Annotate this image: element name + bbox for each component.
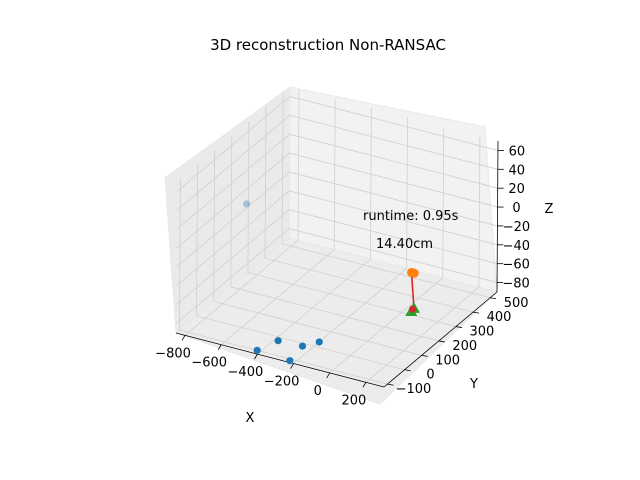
grid-line-y: [282, 243, 491, 299]
grid-line-z: [289, 133, 498, 189]
y-tick: [404, 369, 411, 372]
x-tick: [217, 344, 222, 350]
grid-line-y: [264, 257, 474, 313]
grid-line-x: [297, 89, 300, 241]
runtime-annotation: runtime: 0.95s: [363, 209, 459, 224]
grid-line-y: [230, 135, 233, 287]
grid-line-x: [333, 98, 336, 250]
grid-line-z: [289, 114, 498, 170]
z-tick-label: −20: [503, 220, 530, 235]
y-tick-label: −100: [396, 382, 432, 397]
grid-line-z: [289, 96, 499, 151]
x-tick: [290, 363, 294, 369]
y-tick-label: 100: [435, 353, 460, 368]
grid-line-y: [179, 329, 388, 385]
scatter-point: [286, 357, 294, 365]
grid-line-y: [264, 107, 267, 259]
y-tick-label: 500: [504, 296, 529, 311]
x-tick-label: 0: [314, 384, 322, 399]
axes: −800−600−400−2000200−1000100200300400500…: [155, 140, 530, 408]
x-tick-label: −400: [228, 365, 264, 380]
y-tick: [421, 354, 428, 357]
grid-line-x: [442, 126, 445, 278]
y-tick: [455, 326, 462, 328]
x-tick: [362, 382, 367, 388]
grid-line-y: [247, 121, 250, 273]
grid-line-z: [289, 171, 498, 227]
grid-line-x: [293, 268, 407, 364]
grid-line-x: [184, 240, 299, 336]
grid-line-y: [196, 315, 405, 371]
grid-line-x: [369, 108, 372, 260]
z-tick-label: −60: [502, 258, 529, 273]
z-tick-label: −40: [503, 239, 530, 254]
grid-line-x: [220, 249, 335, 346]
grid-line-z: [176, 171, 290, 268]
z-tick-label: 20: [508, 182, 525, 197]
grid-line-y: [281, 92, 284, 244]
grid-line-z: [289, 209, 498, 265]
y-tick: [438, 340, 445, 343]
grid-line-y: [213, 150, 216, 302]
error-line: [410, 272, 415, 309]
grid-line-y: [179, 179, 181, 331]
x-tick: [181, 335, 186, 341]
z-tick-label: 60: [509, 144, 526, 159]
grid-line-z: [176, 115, 291, 211]
y-axis-line: [383, 291, 498, 388]
x-tick-label: −600: [191, 356, 227, 371]
grid-line-z: [176, 190, 290, 287]
grid-line-z: [176, 152, 290, 249]
x-axis-label: X: [246, 411, 255, 426]
x-tick: [326, 372, 331, 379]
grid-line-y: [230, 286, 439, 342]
y-tick-label: 300: [469, 325, 494, 340]
grid-line-x: [365, 286, 480, 383]
x-tick-label: 200: [341, 393, 366, 408]
y-axis-label: Y: [469, 377, 478, 392]
scatter-point: [409, 305, 417, 313]
grid-line-z: [288, 228, 498, 283]
chart-title: 3D reconstruction Non-RANSAC: [210, 36, 446, 54]
y-tick-label: 200: [452, 339, 477, 354]
x-tick: [254, 353, 258, 360]
z-tick-label: 40: [509, 163, 526, 178]
grid-line-z: [175, 228, 290, 324]
grid-line-x: [406, 117, 408, 269]
data-marks: [243, 200, 420, 365]
grid-line-z: [176, 133, 290, 230]
grid-line-z: [289, 190, 498, 246]
grid-line-y: [196, 164, 198, 316]
z-tick-label: −80: [502, 277, 529, 292]
scatter-point: [253, 346, 261, 354]
distance-annotation: 14.40cm: [376, 237, 433, 252]
x-tick-label: −200: [264, 375, 300, 390]
y-tick: [490, 297, 497, 300]
scatter-point: [315, 338, 323, 346]
grid-line-z: [176, 96, 291, 192]
x-axis-line: [175, 332, 385, 388]
z-axis-line: [496, 140, 499, 293]
y-tick-label: 0: [426, 368, 434, 383]
x-tick-label: −800: [155, 346, 191, 361]
grid-line-z: [289, 152, 498, 208]
scatter-point: [409, 268, 419, 278]
scatter-point: [298, 342, 307, 350]
scatter-point: [243, 200, 251, 208]
grid-line-y: [213, 300, 422, 356]
scatter-point: [274, 337, 282, 345]
y-tick-label: 400: [487, 310, 512, 325]
grid-line-z: [175, 209, 290, 305]
grid-line-x: [478, 136, 481, 288]
grid-line-y: [247, 272, 457, 327]
grid-line-x: [329, 277, 443, 374]
y-tick: [387, 383, 394, 386]
z-axis-label: Z: [545, 202, 554, 217]
y-tick: [472, 311, 480, 314]
z-tick-label: 0: [512, 201, 520, 216]
